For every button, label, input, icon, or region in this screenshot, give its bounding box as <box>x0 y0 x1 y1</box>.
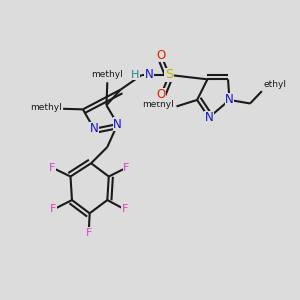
Text: methyl: methyl <box>30 103 62 112</box>
Text: F: F <box>123 163 130 173</box>
Text: F: F <box>85 228 92 238</box>
Text: O: O <box>157 88 166 101</box>
Text: methyl: methyl <box>92 70 123 79</box>
Text: N: N <box>225 93 234 106</box>
Text: O: O <box>157 49 166 62</box>
Text: F: F <box>49 163 56 173</box>
Text: methyl: methyl <box>142 100 174 109</box>
Text: ethyl: ethyl <box>263 80 286 89</box>
Text: S: S <box>165 68 173 81</box>
Text: N: N <box>205 111 213 124</box>
Text: F: F <box>122 205 128 214</box>
Text: N: N <box>113 118 122 130</box>
Text: H: H <box>131 70 140 80</box>
Text: F: F <box>50 205 57 214</box>
Text: N: N <box>90 122 98 135</box>
Text: N: N <box>145 68 153 81</box>
